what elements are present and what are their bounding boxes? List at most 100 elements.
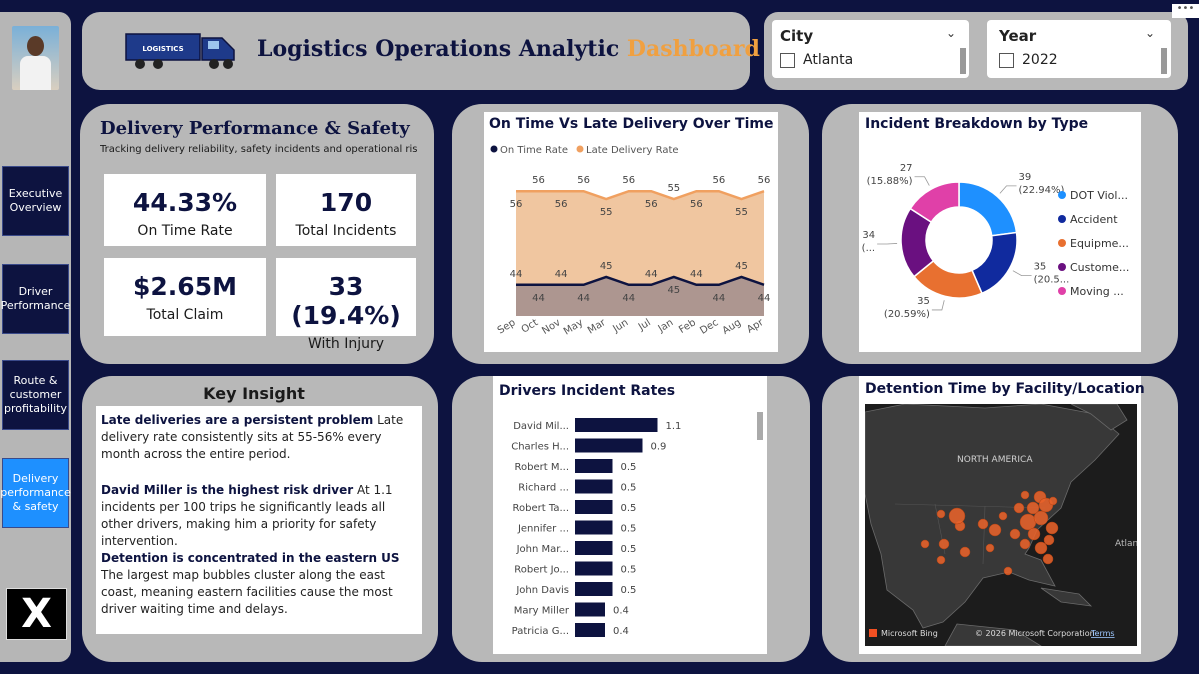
scrollbar[interactable] xyxy=(960,48,966,74)
data-label: 45 xyxy=(600,261,613,272)
chart-title: Drivers Incident Rates xyxy=(499,383,675,399)
year-option-label: 2022 xyxy=(1022,52,1058,68)
detention-map[interactable]: NORTH AMERICA Atlan Microsoft Bing © 202… xyxy=(865,404,1137,646)
legend-marker xyxy=(1058,191,1066,199)
data-label: 56 xyxy=(532,175,545,186)
kpi-with-injury: 33 (19.4%) With Injury xyxy=(276,258,416,352)
donut-slice xyxy=(909,181,960,224)
bar-value-label: 0.5 xyxy=(621,565,637,576)
title-accent: Dashboard xyxy=(626,36,760,62)
on-time-rate-line xyxy=(516,275,765,287)
kpi-panel: Delivery Performance & Safety Tracking d… xyxy=(80,104,434,364)
svg-text:LOGISTICS: LOGISTICS xyxy=(142,45,183,53)
donut-chart: Incident Breakdown by Type 39 (22.94%) 35(… xyxy=(862,116,1130,320)
map-credit-brand: Microsoft Bing xyxy=(881,629,938,638)
legend-marker xyxy=(1058,239,1066,247)
insight-box: Late deliveries are a persistent problem… xyxy=(96,406,422,634)
x-tick-label: Dec xyxy=(698,317,720,337)
city-slicer[interactable]: City ⌄ Atlanta xyxy=(772,20,969,78)
x-tick-label: Apr xyxy=(745,317,766,336)
data-label: 56 xyxy=(645,199,658,210)
nav-delivery-performance-safety[interactable]: Delivery performance & safety xyxy=(0,458,71,528)
kpi-total-claim: $2.65M Total Claim xyxy=(104,258,266,336)
legend-ontime: On Time Rate xyxy=(500,145,568,156)
x-tick-label: Sep xyxy=(496,317,518,336)
x-tick-label: Nov xyxy=(540,317,562,337)
bar-category-label: Mary Miller xyxy=(514,606,570,617)
chevron-down-icon[interactable]: ⌄ xyxy=(946,26,957,40)
scrollbar[interactable] xyxy=(757,412,763,440)
truck-icon: LOGISTICS xyxy=(125,33,235,69)
data-label: 45 xyxy=(667,285,680,296)
bar xyxy=(575,520,613,535)
nav-executive-overview[interactable]: Executive Overview xyxy=(2,166,69,236)
map-credit-copy: © 2026 Microsoft Corporation xyxy=(975,629,1095,638)
legend-marker-late xyxy=(576,145,584,153)
map-ocean-label: Atlan xyxy=(1115,539,1137,549)
checkbox-icon[interactable] xyxy=(999,52,1014,68)
data-label: 44 xyxy=(690,269,703,280)
bar-value-label: 0.4 xyxy=(613,606,629,617)
scrollbar[interactable] xyxy=(1161,48,1167,74)
area-chart: On Time Vs Late Delivery Over Time On Ti… xyxy=(489,116,774,338)
bar xyxy=(575,500,613,514)
bar-value-label: 0.5 xyxy=(621,585,637,596)
x-tick-label: May xyxy=(562,317,585,337)
x-tick-label: Mar xyxy=(586,317,609,337)
legend-label: Custome... xyxy=(1070,261,1129,274)
bar-category-label: Richard ... xyxy=(518,483,569,494)
legend-label: DOT Viol... xyxy=(1070,189,1128,202)
year-option-2022[interactable]: 2022 xyxy=(999,52,1058,68)
data-label: 44 xyxy=(532,293,545,304)
checkbox-icon[interactable] xyxy=(780,52,795,68)
data-label: 56 xyxy=(510,199,523,210)
nav-driver-performance[interactable]: Driver Performance xyxy=(1,264,70,334)
insight-panel: Key Insight Late deliveries are a persis… xyxy=(82,376,438,662)
donut-slice xyxy=(958,181,1018,237)
bar xyxy=(575,479,613,494)
bar-category-label: Robert Ta... xyxy=(513,503,569,514)
data-label: 44 xyxy=(645,269,658,280)
on-time-rate-area xyxy=(516,277,764,316)
chevron-down-icon[interactable]: ⌄ xyxy=(1145,26,1156,40)
data-label: 45 xyxy=(735,261,748,272)
legend-label: Accident xyxy=(1070,213,1118,226)
data-label: 55 xyxy=(600,207,613,218)
more-options-icon[interactable]: ••• xyxy=(1172,4,1199,18)
detention-map-card: Detention Time by Facility/Location NORT… xyxy=(859,376,1145,654)
city-option-atlanta[interactable]: Atlanta xyxy=(780,52,853,68)
legend-marker xyxy=(1058,287,1066,295)
x-logo-icon[interactable]: X xyxy=(6,588,67,640)
title-main: Logistics Operations Analytic xyxy=(257,36,620,62)
data-label: 56 xyxy=(555,199,568,210)
left-nav: Executive Overview Driver Performance Ro… xyxy=(0,12,71,662)
leader-line xyxy=(999,185,1017,194)
bar-category-label: Charles H... xyxy=(511,442,569,453)
data-label: 55 xyxy=(667,183,680,194)
bar xyxy=(575,418,658,432)
city-slicer-label: City xyxy=(780,27,814,45)
nav-route-customer-profitability[interactable]: Route & customer profitability xyxy=(2,360,69,430)
bar xyxy=(575,602,605,617)
bing-logo-icon xyxy=(869,629,877,637)
bar-chart: Drivers Incident Rates David Mil... 1.1 Ch… xyxy=(499,383,763,637)
bar xyxy=(575,561,613,576)
legend-marker xyxy=(1058,215,1066,223)
legend-label: Moving ... xyxy=(1070,285,1124,298)
dashboard-title: Logistics Operations Analytic Dashboard xyxy=(257,36,760,62)
bar-value-label: 0.5 xyxy=(621,503,637,514)
incident-type-chart: Incident Breakdown by Type 39 (22.94%) 35(… xyxy=(859,112,1141,352)
map-terms-link[interactable]: Terms xyxy=(1090,629,1115,638)
map-bubbles xyxy=(920,490,1059,576)
bar xyxy=(575,541,613,555)
chart-title: On Time Vs Late Delivery Over Time xyxy=(489,116,774,132)
legend-late: Late Delivery Rate xyxy=(586,145,679,156)
data-label: 56 xyxy=(713,175,726,186)
data-label: 44 xyxy=(713,293,726,304)
insight-item: Late deliveries are a persistent problem… xyxy=(101,413,404,461)
bar-value-label: 0.5 xyxy=(621,483,637,494)
year-slicer[interactable]: Year ⌄ 2022 xyxy=(987,20,1171,78)
greenland-landmass xyxy=(1070,404,1128,431)
central-america-landmass xyxy=(944,623,1042,646)
bar-category-label: Patricia G... xyxy=(512,626,569,637)
